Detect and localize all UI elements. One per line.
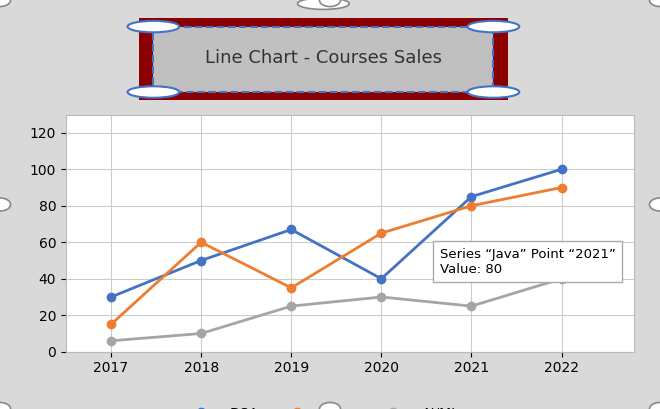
DSA <box>287 227 295 232</box>
Circle shape <box>298 0 349 9</box>
Java <box>378 231 385 236</box>
FancyBboxPatch shape <box>139 18 508 100</box>
AI/ML <box>558 276 566 281</box>
AI/ML <box>378 294 385 299</box>
AI/ML <box>287 303 295 308</box>
Java <box>107 322 115 327</box>
AI/ML <box>197 331 205 336</box>
Text: Line Chart - Courses Sales: Line Chart - Courses Sales <box>205 49 442 67</box>
FancyBboxPatch shape <box>153 27 494 92</box>
Line: DSA: DSA <box>107 165 566 301</box>
Circle shape <box>127 21 180 32</box>
Java <box>558 185 566 190</box>
Circle shape <box>127 86 180 98</box>
Circle shape <box>467 86 519 98</box>
DSA <box>467 194 475 199</box>
Java <box>467 203 475 208</box>
AI/ML <box>467 303 475 308</box>
DSA <box>558 167 566 172</box>
AI/ML <box>107 338 115 343</box>
Java <box>197 240 205 245</box>
DSA <box>378 276 385 281</box>
Legend: DSA, Java, AI/ML: DSA, Java, AI/ML <box>178 401 465 409</box>
Line: Java: Java <box>107 183 566 328</box>
Line: AI/ML: AI/ML <box>107 274 566 345</box>
DSA <box>197 258 205 263</box>
DSA <box>107 294 115 299</box>
Text: Series “Java” Point “2021”
Value: 80: Series “Java” Point “2021” Value: 80 <box>440 248 616 276</box>
Circle shape <box>467 21 519 32</box>
Java <box>287 285 295 290</box>
